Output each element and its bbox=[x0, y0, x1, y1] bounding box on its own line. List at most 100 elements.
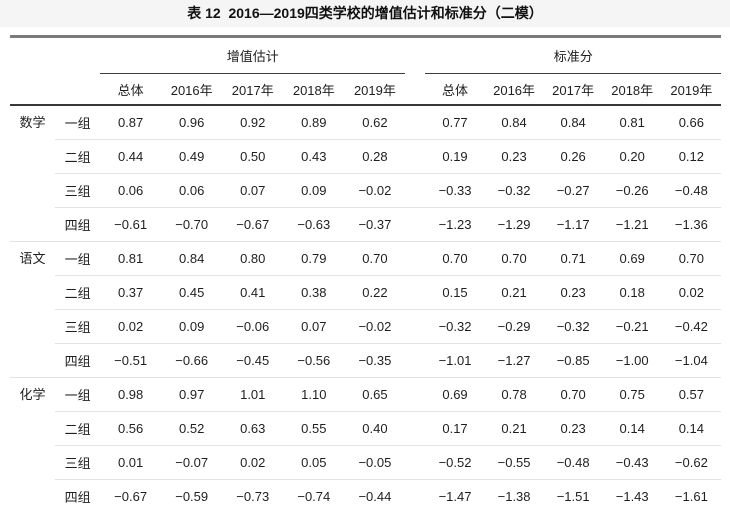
value-added-cell: 0.63 bbox=[222, 411, 284, 446]
group-label: 三组 bbox=[55, 173, 101, 208]
standard-score-cell: 0.70 bbox=[543, 377, 603, 412]
standard-score-cell: −1.43 bbox=[602, 479, 662, 513]
standard-score-cell: −1.38 bbox=[484, 479, 544, 513]
standard-score-cell: −0.32 bbox=[484, 173, 544, 208]
standard-score-cell: −0.43 bbox=[602, 445, 662, 480]
value-added-cell: 0.92 bbox=[240, 115, 266, 130]
table-row: 二组 0.56 0.52 0.63 0.55 0.40 0.17 0.21 0.23 0.14 0.… bbox=[10, 411, 721, 446]
table-row: 四组 −0.61 −0.70 −0.67 −0.63 −0.37 −1.23 −1.29 −1.… bbox=[10, 207, 721, 242]
column-gap bbox=[405, 207, 426, 242]
value-added-cell: −0.56 bbox=[283, 343, 345, 378]
standard-score-cell: −1.01 bbox=[425, 343, 485, 378]
standard-score-cell: 0.17 bbox=[425, 411, 485, 446]
value-added-cell: 0.22 bbox=[344, 275, 406, 310]
standard-score-cell: 0.78 bbox=[484, 377, 544, 412]
data-table: 增值估计 标准分 总体 2016年 2017年 2018年 2019年 总体 2… bbox=[10, 35, 721, 513]
standard-score-cell: −1.29 bbox=[484, 207, 544, 242]
table-row: 二组 0.37 0.45 0.41 0.38 0.22 0.15 0.21 0.23 0.18 0.… bbox=[10, 275, 721, 310]
standard-score-cell: −1.00 bbox=[602, 343, 662, 378]
value-added-cell: 0.52 bbox=[161, 411, 223, 446]
value-added-cell: −0.74 bbox=[283, 479, 345, 513]
value-added-cell: −0.45 bbox=[222, 343, 284, 378]
standard-score-cell: −1.51 bbox=[543, 479, 603, 513]
table-body: 数学 一组 0.87 0.96 0.92 0.89 0.62 0.77 0.84 0.84 0.81… bbox=[10, 105, 721, 513]
standard-score-cell: −1.61 bbox=[661, 479, 721, 513]
column-header-row: 总体 2016年 2017年 2018年 2019年 总体 2016年 2017… bbox=[10, 73, 721, 106]
value-added-cell: 0.41 bbox=[222, 275, 284, 310]
standard-score-cell: 0.70 bbox=[484, 241, 544, 276]
column-gap bbox=[405, 37, 425, 74]
header-corner-spacer bbox=[10, 37, 100, 74]
value-added-cell: 0.06 bbox=[161, 173, 223, 208]
value-added-cell: −0.02 bbox=[344, 173, 406, 208]
value-added-cell: 0.43 bbox=[283, 139, 345, 174]
value-added-cell: 0.50 bbox=[222, 139, 284, 174]
group-label: 一组 bbox=[55, 241, 101, 276]
standard-score-cell: 0.02 bbox=[661, 275, 721, 310]
value-added-cell: 0.65 bbox=[344, 377, 406, 412]
table-row: 三组 0.02 0.09 −0.06 0.07 −0.02 −0.32 −0.29 −0.32−… bbox=[10, 309, 721, 344]
value-added-cell: −0.70 bbox=[161, 207, 223, 242]
value-added-cell: 0.45 bbox=[161, 275, 223, 310]
column-header-year: 2018年 bbox=[602, 73, 662, 106]
table-row: 数学 一组 0.87 0.96 0.92 0.89 0.62 0.77 0.84 0.84 0.81… bbox=[10, 105, 721, 140]
standard-score-cell: −1.27 bbox=[484, 343, 544, 378]
value-added-cell: 0.80 bbox=[222, 241, 284, 276]
standard-score-cell: −1.36 bbox=[661, 207, 721, 242]
standard-score-cell: 0.69 bbox=[425, 377, 485, 412]
value-added-cell: 0.07 bbox=[283, 309, 345, 344]
value-added-cell: 0.62 bbox=[362, 115, 388, 130]
group-label: 二组 bbox=[55, 275, 101, 310]
column-gap bbox=[405, 105, 425, 140]
column-header-year: 2017年 bbox=[222, 73, 284, 106]
table-row: 三组 0.01 −0.07 0.02 0.05 −0.05 −0.52 −0.55 −0.48−… bbox=[10, 445, 721, 480]
standard-score-cell: −0.52 bbox=[425, 445, 485, 480]
group-label: 三组 bbox=[55, 445, 101, 480]
value-added-cell: 1.10 bbox=[283, 377, 345, 412]
value-added-cell: −0.37 bbox=[344, 207, 406, 242]
column-header-year: 2017年 bbox=[543, 73, 603, 106]
standard-score-cell: −0.21 bbox=[602, 309, 662, 344]
subject-label: 化学 bbox=[10, 377, 56, 513]
value-added-cell: 0.81 bbox=[100, 241, 162, 276]
value-added-cell: 0.28 bbox=[344, 139, 406, 174]
group-label: 一组 bbox=[64, 116, 91, 131]
standard-score-cell: 0.14 bbox=[661, 411, 721, 446]
standard-score-cell: −1.23 bbox=[425, 207, 485, 242]
column-gap bbox=[405, 411, 426, 446]
table-row: 三组 0.06 0.06 0.07 0.09 −0.02 −0.33 −0.32 −0.27 −0… bbox=[10, 173, 721, 208]
value-added-cell: 0.09 bbox=[283, 173, 345, 208]
standard-score-cell: 0.77 bbox=[442, 115, 468, 130]
standard-score-cell: −0.27 bbox=[543, 173, 603, 208]
standard-score-cell: −0.33 bbox=[425, 173, 485, 208]
standard-score-cell: 0.84 bbox=[501, 115, 527, 130]
standard-score-cell: 0.14 bbox=[602, 411, 662, 446]
standard-score-cell: −1.47 bbox=[425, 479, 485, 513]
standard-score-cell: 0.18 bbox=[602, 275, 662, 310]
value-added-cell: 0.49 bbox=[161, 139, 223, 174]
standard-score-cell: 0.75 bbox=[602, 377, 662, 412]
value-added-cell: 0.97 bbox=[161, 377, 223, 412]
group-label: 二组 bbox=[55, 139, 101, 174]
value-added-cell: 0.87 bbox=[117, 115, 144, 130]
value-added-cell: 0.38 bbox=[283, 275, 345, 310]
column-gap bbox=[405, 377, 426, 412]
value-added-cell: −0.63 bbox=[283, 207, 345, 242]
value-added-cell: 0.96 bbox=[179, 115, 205, 130]
standard-score-cell: 0.66 bbox=[678, 115, 705, 130]
column-gap bbox=[405, 479, 426, 513]
standard-score-cell: 0.23 bbox=[484, 139, 544, 174]
column-header-year: 2018年 bbox=[283, 73, 345, 106]
standard-score-cell: −1.21 bbox=[602, 207, 662, 242]
table-row: 四组 −0.51 −0.66 −0.45 −0.56 −0.35 −1.01 −1.27 −0.… bbox=[10, 343, 721, 378]
value-added-cell: 1.01 bbox=[222, 377, 284, 412]
column-header-year: 2019年 bbox=[661, 73, 721, 106]
column-header-year: 2016年 bbox=[484, 73, 544, 106]
standard-score-cell: −0.85 bbox=[543, 343, 603, 378]
group-label: 一组 bbox=[55, 377, 101, 412]
value-added-cell: 0.09 bbox=[161, 309, 223, 344]
standard-score-cell: 0.15 bbox=[425, 275, 485, 310]
column-header-overall: 总体 bbox=[100, 73, 162, 106]
column-gap bbox=[405, 343, 426, 378]
table-row: 化学 一组 0.98 0.97 1.01 1.10 0.65 0.69 0.78 0.70 0.75… bbox=[10, 377, 721, 513]
